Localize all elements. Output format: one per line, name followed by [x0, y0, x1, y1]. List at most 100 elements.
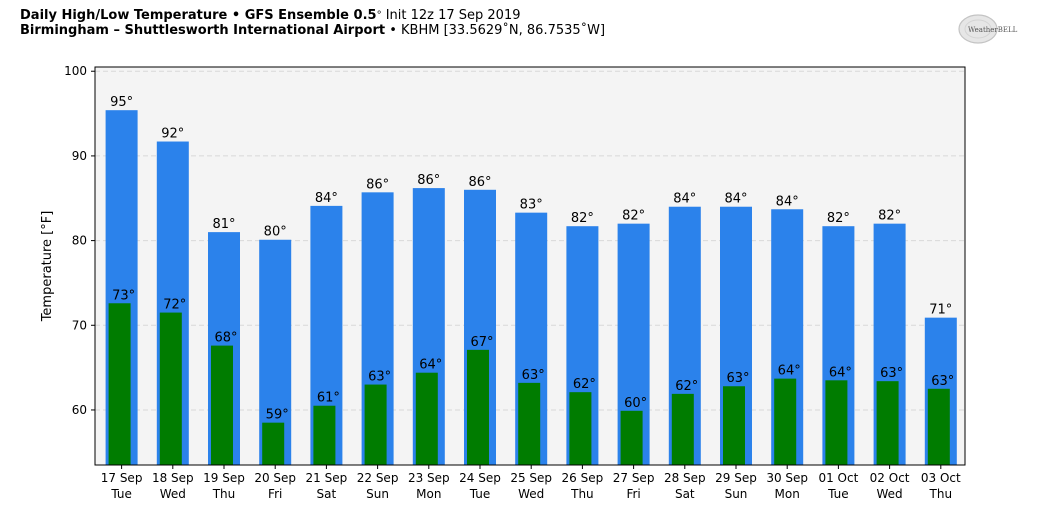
x-tick-weekday: Mon: [416, 487, 441, 501]
x-tick-date: 02 Oct: [870, 471, 910, 485]
x-tick-weekday: Fri: [268, 487, 282, 501]
low-value-label: 68°: [214, 331, 237, 346]
y-tick-label: 70: [72, 318, 87, 332]
x-tick-weekday: Sat: [675, 487, 695, 501]
plot-frame: [94, 66, 966, 466]
x-tick-date: 30 Sep: [766, 471, 808, 485]
x-tick-weekday: Thu: [212, 487, 236, 501]
low-bar: [364, 384, 387, 465]
x-tick-date: 29 Sep: [715, 471, 757, 485]
x-tick-date: 27 Sep: [613, 471, 655, 485]
weatherbell-logo-icon: WeatherBELL: [956, 12, 1020, 46]
low-value-label: 62°: [675, 379, 698, 394]
x-tick-date: 25 Sep: [510, 471, 552, 485]
x-tick-date: 26 Sep: [562, 471, 604, 485]
y-tick-label: 90: [72, 149, 87, 163]
x-tick-date: 20 Sep: [254, 471, 296, 485]
x-tick-weekday: Wed: [518, 487, 544, 501]
x-tick-weekday: Mon: [775, 487, 800, 501]
low-value-label: 64°: [419, 358, 442, 373]
x-tick-date: 01 Oct: [818, 471, 858, 485]
x-tick-weekday: Sun: [366, 487, 389, 501]
low-bar: [159, 312, 182, 465]
title-init: Init 12z 17 Sep 2019: [381, 8, 521, 23]
low-temperature-bars: [108, 303, 950, 465]
low-value-label: 62°: [573, 377, 596, 392]
low-value-label: 64°: [829, 365, 852, 380]
x-tick-date: 17 Sep: [101, 471, 143, 485]
location-coords: • KBHM [33.5629˚N, 86.7535˚W]: [385, 23, 606, 38]
y-axis: 60 70 80 90 100: [64, 64, 95, 417]
x-tick-weekday: Thu: [929, 487, 953, 501]
x-tick-date: 21 Sep: [306, 471, 348, 485]
low-value-label: 61°: [317, 391, 340, 406]
low-value-label: 67°: [470, 335, 493, 350]
x-tick-weekday: Sun: [725, 487, 748, 501]
x-tick-weekday: Tue: [827, 487, 849, 501]
x-axis: 17 Sep Tue 18 Sep Wed 19 Sep Thu 20 Sep Fri 21 S…: [101, 465, 961, 501]
high-value-label: 92°: [161, 127, 184, 142]
x-tick-date: 22 Sep: [357, 471, 399, 485]
low-value-label: 73°: [112, 288, 135, 303]
high-value-label: 84°: [776, 194, 799, 209]
x-tick-weekday: Tue: [110, 487, 132, 501]
low-bar: [518, 382, 541, 465]
low-value-label: 64°: [778, 364, 801, 379]
high-value-label: 86°: [468, 175, 491, 190]
title-degree: °: [376, 10, 382, 21]
high-value-label: 82°: [878, 209, 901, 224]
x-tick-weekday: Tue: [469, 487, 491, 501]
x-tick-date: 24 Sep: [459, 471, 501, 485]
chart-location: Birmingham – Shuttlesworth International…: [20, 23, 920, 38]
low-bar: [467, 349, 489, 465]
x-tick-date: 19 Sep: [203, 471, 245, 485]
high-value-label: 71°: [929, 303, 952, 318]
low-value-label: 72°: [163, 298, 186, 313]
low-bar: [313, 405, 336, 465]
x-tick-date: 03 Oct: [921, 471, 961, 485]
y-tick-label: 100: [64, 64, 87, 78]
location-name: Birmingham – Shuttlesworth International…: [20, 23, 386, 38]
low-bar: [774, 378, 797, 465]
low-value-label: 60°: [624, 396, 647, 411]
low-value-label: 63°: [522, 368, 545, 383]
y-tick-label: 80: [72, 234, 87, 248]
x-tick-weekday: Wed: [160, 487, 186, 501]
x-tick-date: 28 Sep: [664, 471, 706, 485]
title-bold: Daily High/Low Temperature • GFS Ensembl…: [20, 8, 377, 23]
logo-text: WeatherBELL: [968, 26, 1018, 34]
high-value-label: 84°: [724, 192, 747, 207]
high-value-label: 80°: [264, 225, 287, 240]
y-axis-label: Temperature [°F]: [40, 211, 55, 323]
chart-header: Daily High/Low Temperature • GFS Ensembl…: [20, 8, 920, 38]
high-value-label: 84°: [315, 191, 338, 206]
low-bar: [825, 380, 848, 465]
low-bar: [723, 386, 745, 465]
x-tick-weekday: Sat: [317, 487, 337, 501]
low-bar: [415, 372, 438, 465]
y-tick-label: 60: [72, 403, 87, 417]
low-bar: [211, 345, 233, 465]
x-tick-weekday: Wed: [877, 487, 903, 501]
high-value-label: 86°: [366, 177, 389, 192]
low-bar: [876, 381, 899, 465]
low-bar: [262, 422, 285, 465]
x-tick-date: 23 Sep: [408, 471, 450, 485]
high-value-label: 86°: [417, 173, 440, 188]
high-value-label: 82°: [622, 209, 645, 224]
x-tick-weekday: Fri: [626, 487, 640, 501]
low-bar: [108, 303, 131, 465]
low-value-label: 59°: [266, 408, 289, 423]
high-value-label: 82°: [827, 211, 850, 226]
low-value-label: 63°: [880, 366, 903, 381]
low-value-label: 63°: [931, 374, 954, 389]
x-tick-weekday: Thu: [570, 487, 594, 501]
low-bar: [620, 410, 643, 465]
high-value-label: 82°: [571, 211, 594, 226]
x-tick-date: 18 Sep: [152, 471, 194, 485]
bar-value-labels: 95° 73° 92° 72° 81° 68° 80° 59° 84° 61° 86° 63° 86° 6…: [110, 95, 954, 422]
high-value-label: 95°: [110, 95, 133, 110]
high-value-label: 81°: [212, 217, 235, 232]
chart-title: Daily High/Low Temperature • GFS Ensembl…: [20, 8, 920, 23]
